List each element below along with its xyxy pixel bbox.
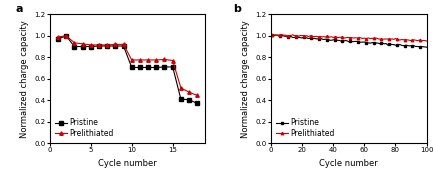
Prelithiated: [307, 35, 312, 37]
Pristine: [55, 38, 61, 40]
Pristine: [187, 99, 192, 101]
Pristine: [270, 34, 275, 36]
Pristine: [72, 45, 77, 48]
Prelithiated: [187, 91, 192, 93]
Prelithiated: [88, 44, 94, 46]
Prelithiated: [351, 37, 356, 39]
Prelithiated: [162, 58, 167, 61]
Pristine: [121, 45, 126, 47]
Prelithiated: [55, 36, 61, 38]
X-axis label: Cycle number: Cycle number: [98, 159, 157, 168]
Pristine: [145, 66, 151, 69]
Line: Prelithiated: Prelithiated: [271, 33, 428, 42]
Pristine: [299, 37, 304, 39]
Pristine: [306, 37, 311, 40]
Prelithiated: [154, 59, 159, 61]
Prelithiated: [80, 43, 85, 45]
Prelithiated: [97, 44, 102, 46]
Prelithiated: [178, 87, 184, 89]
Line: Pristine: Pristine: [56, 34, 199, 105]
Prelithiated: [104, 44, 110, 46]
Legend: Pristine, Prelithiated: Pristine, Prelithiated: [54, 117, 115, 139]
Pristine: [195, 102, 200, 105]
Prelithiated: [137, 59, 142, 61]
Prelithiated: [113, 43, 118, 45]
Pristine: [170, 66, 175, 68]
Pristine: [411, 45, 417, 47]
Prelithiated: [424, 40, 429, 42]
Pristine: [362, 41, 367, 43]
Prelithiated: [64, 35, 69, 37]
Pristine: [162, 66, 167, 68]
Prelithiated: [413, 39, 418, 41]
Prelithiated: [418, 39, 423, 41]
X-axis label: Cycle number: Cycle number: [319, 159, 378, 168]
Pristine: [64, 35, 69, 37]
Prelithiated: [145, 59, 151, 61]
Line: Prelithiated: Prelithiated: [56, 34, 199, 97]
Pristine: [154, 66, 159, 69]
Pristine: [113, 45, 118, 47]
Prelithiated: [279, 33, 284, 36]
Prelithiated: [121, 43, 126, 45]
Pristine: [416, 45, 421, 48]
Prelithiated: [129, 59, 134, 61]
Pristine: [88, 45, 94, 48]
Prelithiated: [170, 59, 175, 62]
Pristine: [104, 45, 110, 47]
Prelithiated: [363, 38, 368, 40]
Prelithiated: [72, 42, 77, 44]
Pristine: [178, 98, 184, 100]
Prelithiated: [195, 94, 200, 96]
Line: Pristine: Pristine: [271, 34, 428, 48]
Pristine: [129, 66, 134, 69]
Pristine: [80, 45, 85, 48]
Text: b: b: [233, 4, 241, 14]
Prelithiated: [301, 35, 306, 37]
Y-axis label: Normalized charge capacity: Normalized charge capacity: [241, 20, 250, 138]
Pristine: [137, 66, 142, 69]
Legend: Pristine, Prelithiated: Pristine, Prelithiated: [275, 117, 336, 139]
Prelithiated: [270, 34, 275, 36]
Pristine: [97, 45, 102, 47]
Y-axis label: Normalized charge capacity: Normalized charge capacity: [20, 20, 29, 138]
Pristine: [349, 40, 354, 43]
Pristine: [424, 46, 429, 48]
Text: a: a: [16, 4, 23, 14]
